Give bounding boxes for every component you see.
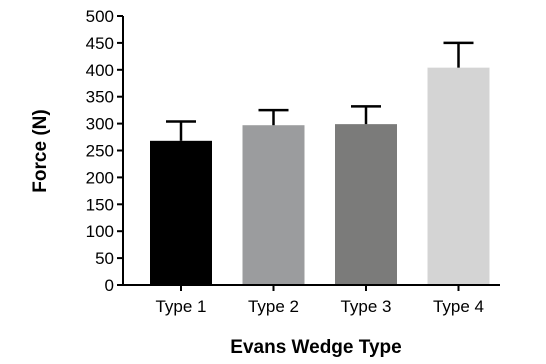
x-tick-label-3: Type 3 [340, 297, 391, 316]
y-tick-label-50: 50 [95, 249, 114, 268]
x-tick-label-2: Type 2 [248, 297, 299, 316]
y-tick-label-0: 0 [105, 276, 114, 295]
bar-3 [335, 124, 397, 285]
y-tick-label-300: 300 [86, 115, 114, 134]
y-tick-label-200: 200 [86, 168, 114, 187]
y-tick-label-500: 500 [86, 7, 114, 26]
x-tick-label-1: Type 1 [155, 297, 206, 316]
y-tick-label-100: 100 [86, 222, 114, 241]
y-tick-label-250: 250 [86, 142, 114, 161]
y-tick-label-350: 350 [86, 88, 114, 107]
x-axis-title: Evans Wedge Type [230, 337, 401, 358]
bar-1 [150, 140, 212, 285]
bar-4 [427, 67, 490, 285]
bar-2 [242, 125, 305, 286]
ticks-layer: Type 1 Type 2 Type 3 Type 4 0 50 100 150 200 250 3… [86, 7, 484, 316]
x-tick-label-4: Type 4 [433, 297, 484, 316]
y-axis-title: Force (N) [30, 109, 51, 192]
y-tick-label-400: 400 [86, 61, 114, 80]
bars-layer [150, 67, 490, 286]
error-bars-layer [166, 41, 474, 141]
y-tick-label-150: 150 [86, 195, 114, 214]
y-tick-label-450: 450 [86, 34, 114, 53]
